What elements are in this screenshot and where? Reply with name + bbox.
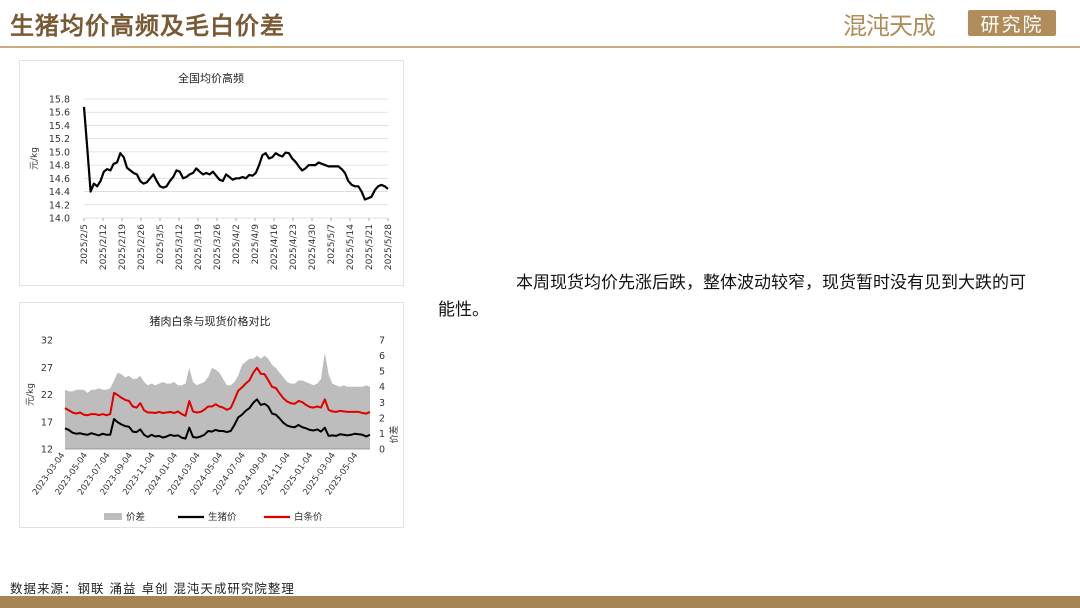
brand-logo-text: 混沌天成 [843,12,936,40]
x-tick-label: 2025/2/19 [118,224,128,270]
x-tick-label: 2025/5/7 [327,224,337,264]
x-tick-label: 2025/4/9 [251,224,261,265]
national-price-chart: 全国均价高频 15.8 15.6 15.4 15.2 15.0 14.8 14.6 14.4 14… [19,60,404,286]
y-tick-label: 22 [41,390,53,401]
chart-title: 全国均价高频 [178,71,244,85]
header: 生猪均价高频及毛白价差 混沌天成 研究院 [0,0,1080,46]
y2-tick-label: 5 [379,367,385,378]
analysis-text: 本周现货均价先涨后跌，整体波动较窄，现货暂时没有见到大跌的可能性。 [438,273,1026,320]
y2-tick-label: 1 [379,429,385,440]
y2-tick-label: 4 [379,382,385,393]
y-axis-label: 元/kg [30,147,40,170]
y-tick-label: 14.2 [49,200,70,211]
hog-price-line [64,398,371,440]
y-tick-label: 14.6 [49,174,70,185]
y2-tick-label: 6 [379,351,385,362]
x-tick-label: 2025/5/28 [384,224,394,270]
y-tick-label: 27 [41,363,53,374]
x-tick-label: 2025/4/16 [270,224,280,270]
header-divider [0,46,1080,48]
y2-axis-label: 价差 [388,425,400,443]
x-tick-label: 2025/4/23 [289,224,299,270]
price-line [82,106,389,201]
carcass-price-line [64,366,371,417]
x-tick-label: 2025/4/30 [308,224,318,270]
spread-area [65,352,370,449]
brand-logo-box: 研究院 [968,10,1056,36]
y-tick-label: 14.8 [49,161,70,172]
x-tick-label: 2025/3/12 [175,224,185,270]
footer-bar [0,596,1080,608]
legend-label-spread: 价差 [126,511,145,523]
data-source: 数据来源：钢联 涌益 卓创 混沌天成研究院整理 [10,581,295,596]
y-tick-label: 15.2 [49,134,70,145]
y2-tick-label: 3 [379,398,385,409]
chart-title: 猪肉白条与现货价格对比 [150,314,271,328]
x-tick-label: 2025/5/14 [346,224,356,270]
legend-label-carcass: 白条价 [294,511,323,523]
x-tick-label: 2025/2/12 [99,224,109,270]
legend-label-hog: 生猪价 [208,511,237,523]
carcass-vs-hog-chart: 猪肉白条与现货价格对比 32 27 22 17 12 7 6 5 4 3 2 1 0 元/kg 价差 2023-… [19,302,404,528]
y-tick-label: 17 [41,417,53,428]
carcass-vs-hog-chart-svg: 猪肉白条与现货价格对比322722171276543210元/kg价差2023-… [26,314,400,523]
page-title: 生猪均价高频及毛白价差 [10,11,285,40]
national-price-chart-svg: 全国均价高频 15.8 15.6 15.4 15.2 15.0 14.8 14.6 14.4 14… [30,71,394,270]
y-tick-label: 12 [41,445,53,456]
x-tick-label: 2025/2/26 [137,224,147,270]
x-tick-label: 2025/3/5 [156,224,166,264]
y-tick-label: 15.6 [49,108,70,119]
legend-swatch-spread [104,513,122,520]
x-tick-label: 2025/3/26 [213,224,223,270]
y2-tick-label: 0 [379,445,385,456]
y-tick-label: 32 [41,336,53,347]
x-tick-label: 2025/4/2 [232,224,242,264]
y-tick-label: 15.8 [49,95,70,106]
y2-tick-label: 2 [379,413,385,424]
y-tick-label: 14.0 [49,214,70,225]
x-tick-label: 2025/3/19 [194,224,204,270]
y-tick-label: 14.4 [49,187,70,198]
x-tick-label: 2025/2/5 [80,224,90,264]
y-axis-label: 元/kg [26,383,36,406]
x-tick-label: 2025/5/21 [365,224,375,270]
y-tick-label: 15.0 [49,147,70,158]
y2-tick-label: 7 [379,336,385,347]
y-tick-label: 15.4 [49,121,70,132]
